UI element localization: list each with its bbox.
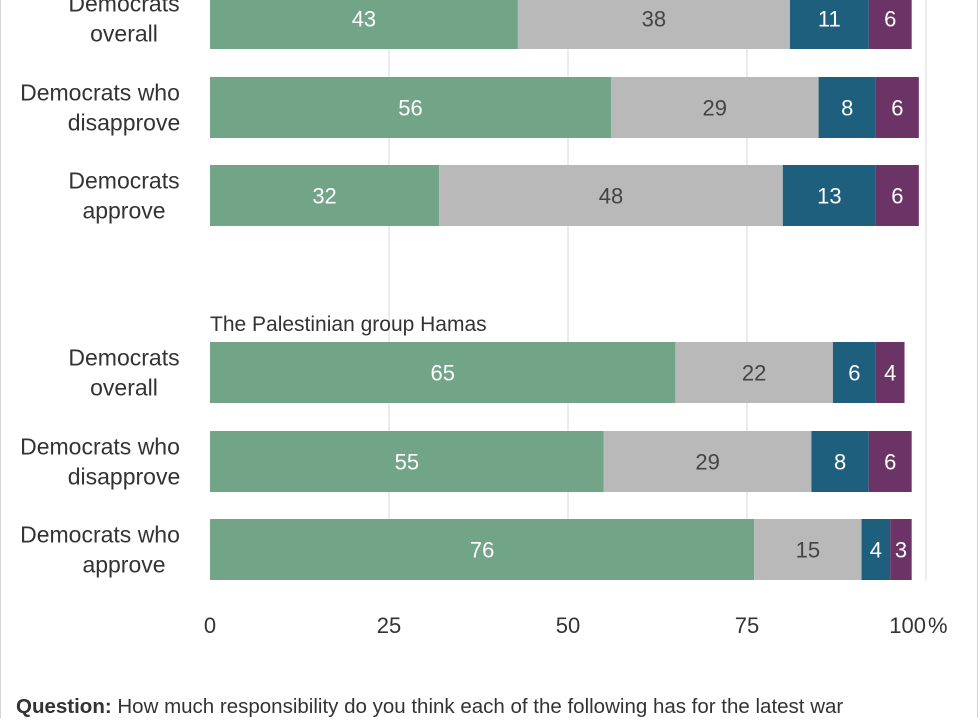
bar-segment	[818, 77, 876, 138]
bar-segment	[875, 165, 919, 226]
row-label: Democrats overall	[68, 0, 179, 47]
bar-value-label: 43	[352, 7, 376, 32]
bar-row: Democrats overall 65 22 6 4	[68, 342, 905, 403]
bar-segment	[754, 519, 862, 580]
bar-row: Democrats who disapprove 56 29 8 6	[20, 77, 919, 138]
bar-value-label: 13	[817, 184, 841, 209]
bar-group: Democrats overall 43 38 11 6 Democrats who disa…	[20, 0, 919, 226]
row-label-line: Democrats who	[20, 80, 180, 106]
row-label-line: Democrats	[68, 345, 179, 371]
row-label: Democrats overall	[68, 345, 179, 401]
x-tick-label: 50	[556, 613, 580, 638]
row-label-line: overall	[90, 21, 158, 47]
group-title: The Palestinian group Hamas	[210, 313, 487, 336]
row-label: Democrats who approve	[20, 522, 180, 578]
bar-row: Democrats who disapprove 55 29 8 6	[20, 431, 912, 492]
question-text: How much responsibility do you think eac…	[117, 695, 844, 718]
bar-segment	[811, 431, 869, 492]
bar-value-label: 29	[695, 450, 719, 475]
row-label-line: Democrats who	[20, 434, 180, 460]
bar-segment	[517, 0, 790, 49]
x-axis: 0 25 50 75 100%	[204, 613, 948, 638]
bar-value-label: 65	[430, 361, 454, 386]
x-tick-label: 100	[889, 613, 926, 638]
bar-segment	[210, 342, 676, 403]
bar-value-label: 4	[870, 538, 882, 563]
row-label-line: Democrats	[68, 0, 179, 17]
bar-segment	[875, 77, 919, 138]
bar-value-label: 76	[470, 538, 494, 563]
row-label-line: approve	[82, 198, 165, 224]
bar-segment	[890, 519, 912, 580]
bar-segment	[210, 165, 440, 226]
bar-value-label: 3	[895, 538, 907, 563]
row-label-line: disapprove	[68, 110, 181, 136]
row-label: Democrats who disapprove	[20, 434, 180, 490]
bar-value-label: 15	[796, 538, 820, 563]
x-tick-label: 0	[204, 613, 216, 638]
bar-segment	[439, 165, 783, 226]
bar-value-label: 11	[818, 7, 841, 32]
bar-value-label: 6	[891, 96, 903, 121]
bar-value-label: 55	[395, 450, 419, 475]
bar-segment	[789, 0, 869, 49]
row-label-line: disapprove	[68, 464, 181, 490]
row-label-line: Democrats who	[20, 522, 180, 548]
bar-value-label: 32	[312, 184, 336, 209]
bar-value-label: 48	[599, 184, 623, 209]
bar-row: Democrats approve 32 48 13 6	[68, 165, 919, 226]
bar-value-label: 22	[742, 361, 766, 386]
bar-value-label: 8	[834, 450, 846, 475]
bar-segment	[868, 0, 912, 49]
bar-value-label: 4	[884, 361, 896, 386]
bar-value-label: 6	[884, 7, 896, 32]
question-footer: Question: How much responsibility do you…	[16, 694, 966, 720]
bar-value-label: 8	[841, 96, 853, 121]
row-label: Democrats approve	[68, 168, 179, 224]
bar-segment	[861, 519, 891, 580]
question-label: Question:	[16, 695, 112, 718]
row-label-line: overall	[90, 375, 158, 401]
bar-segment	[675, 342, 833, 403]
bar-row: Democrats overall 43 38 11 6	[68, 0, 912, 49]
x-tick-label: 25	[377, 613, 401, 638]
bar-row: Democrats who approve 76 15 4 3	[20, 519, 912, 580]
bar-segment	[210, 0, 518, 49]
row-label: Democrats who disapprove	[20, 80, 180, 136]
bar-value-label: 29	[703, 96, 727, 121]
bar-segment	[210, 519, 755, 580]
bar-segment	[782, 165, 876, 226]
bar-value-label: 38	[642, 7, 666, 32]
row-label-line: approve	[82, 552, 165, 578]
bar-value-label: 56	[398, 96, 422, 121]
bar-segment	[868, 431, 912, 492]
x-unit-label: %	[928, 613, 948, 638]
bar-segment	[832, 342, 876, 403]
bar-group: The Palestinian group Hamas Democrats over…	[20, 313, 912, 580]
bar-segment	[210, 77, 611, 138]
bar-segment	[603, 431, 812, 492]
bar-segment	[210, 431, 604, 492]
x-tick-label: 75	[735, 613, 759, 638]
bar-value-label: 6	[884, 450, 896, 475]
bar-segment	[610, 77, 819, 138]
row-label-line: Democrats	[68, 168, 179, 194]
bar-value-label: 6	[848, 361, 860, 386]
bar-segment	[875, 342, 905, 403]
bar-value-label: 6	[891, 184, 903, 209]
